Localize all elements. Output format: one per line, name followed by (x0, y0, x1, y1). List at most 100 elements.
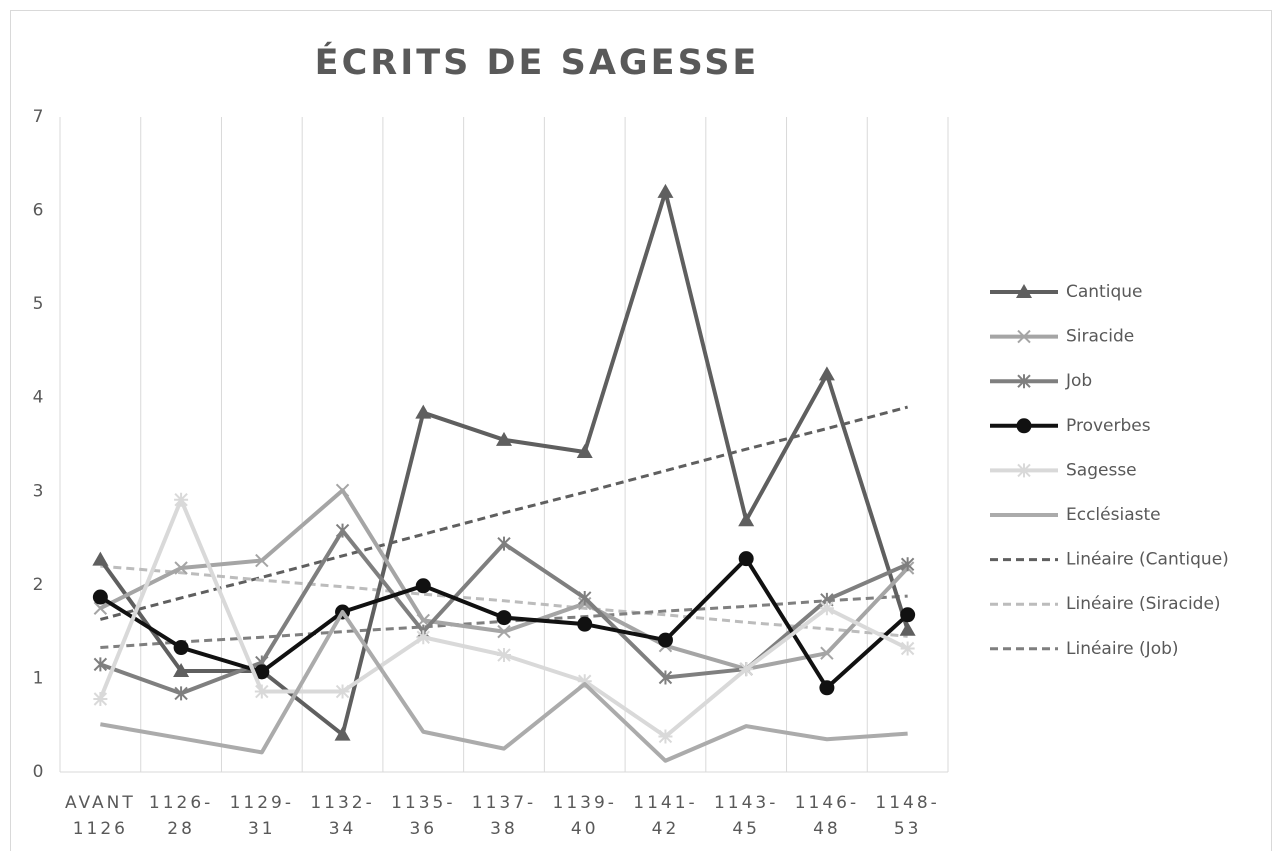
marker (174, 561, 188, 575)
x-tick-label-part: 1148- (875, 793, 939, 813)
marker (93, 601, 108, 615)
marker (93, 692, 108, 707)
marker (577, 616, 593, 632)
marker (415, 404, 432, 419)
marker (497, 536, 511, 551)
x-tick-label: 1126- 28 (149, 793, 213, 839)
marker (578, 590, 592, 605)
x-tick-label: 1137- 38 (472, 793, 536, 839)
marker (93, 657, 108, 672)
y-tick-label: 7 (33, 107, 44, 127)
legend-marker (1017, 329, 1031, 344)
marker (173, 640, 189, 656)
marker (900, 557, 915, 572)
legend-label: Siracide (1066, 327, 1134, 347)
legend-label: Linéaire (Siracide) (1066, 594, 1221, 614)
marker (254, 664, 270, 680)
x-tick-label: 1129- 31 (230, 793, 294, 839)
legend-marker (1017, 463, 1031, 478)
x-tick-label-part: 1135- (391, 793, 455, 813)
series-line (100, 564, 908, 638)
marker (819, 680, 835, 696)
marker (900, 641, 915, 656)
x-tick-label-part: 1146- (795, 793, 859, 813)
marker (335, 684, 350, 699)
x-tick-label-part: 1141- (633, 793, 697, 813)
chart-border (10, 10, 1272, 851)
legend-label: Sagesse (1066, 460, 1137, 480)
marker (254, 684, 269, 699)
x-tick-label-part: AVANT (65, 793, 136, 813)
marker (255, 553, 269, 568)
series-line (100, 609, 908, 763)
marker (577, 674, 592, 689)
marker (657, 183, 674, 198)
x-tick-label: 1141- 42 (633, 793, 697, 839)
y-tick-label: 6 (33, 201, 44, 221)
x-tick-label: 1135- 36 (391, 793, 455, 839)
chart-title: ÉCRITS DE SAGESSE (315, 41, 760, 83)
x-tick-label-part: 1139- (553, 793, 617, 813)
marker (174, 492, 189, 507)
marker (738, 551, 754, 567)
marker (739, 662, 754, 677)
legend-marker (1017, 374, 1031, 389)
x-tick-label-part: 48 (813, 819, 841, 839)
marker (496, 431, 512, 446)
marker (658, 670, 673, 685)
x-tick-label-part: 45 (732, 819, 760, 839)
legend-label: Cantique (1066, 282, 1142, 302)
y-tick-label: 3 (33, 481, 44, 501)
legend-marker (1016, 284, 1032, 298)
x-tick-label: 1148- 53 (875, 793, 939, 839)
x-tick-label-part: 1126- (149, 793, 213, 813)
x-tick-label-part: 40 (571, 819, 599, 839)
legend-label: Ecclésiaste (1066, 505, 1161, 525)
x-tick-label-part: 1126 (73, 819, 128, 839)
x-tick-label: 1132- 34 (310, 793, 374, 839)
marker (820, 646, 834, 660)
marker (335, 523, 350, 538)
x-tick-label: 1139- 40 (553, 793, 617, 839)
marker (738, 512, 755, 527)
x-tick-label-part: 31 (248, 819, 276, 839)
marker (658, 729, 673, 744)
x-tick-label-part: 34 (329, 819, 357, 839)
x-tick-label-part: 42 (652, 819, 680, 839)
x-tick-label-part: 1143- (714, 793, 778, 813)
x-tick-label-part: 28 (167, 819, 195, 839)
marker (497, 624, 511, 639)
x-tick-label-part: 36 (409, 819, 437, 839)
legend-label: Linéaire (Cantique) (1066, 550, 1229, 570)
legend-marker (1016, 418, 1032, 434)
x-tick-label-part: 38 (490, 819, 518, 839)
marker (576, 443, 593, 458)
marker (416, 630, 431, 645)
x-tick-label: 1143- 45 (714, 793, 778, 839)
marker (900, 607, 916, 623)
series-line (99, 405, 909, 621)
x-tick-label-part: 53 (894, 819, 922, 839)
legend-label: Job (1065, 371, 1092, 391)
marker (335, 483, 350, 498)
x-tick-label-part: 1137- (472, 793, 536, 813)
y-tick-label: 1 (33, 668, 44, 688)
marker (92, 551, 109, 566)
marker (334, 726, 351, 741)
marker (173, 662, 190, 677)
marker (92, 589, 108, 605)
legend-label: Linéaire (Job) (1066, 639, 1179, 659)
marker (497, 648, 511, 663)
y-tick-label: 5 (33, 294, 44, 314)
marker (415, 578, 431, 594)
marker (819, 601, 834, 616)
marker (657, 632, 673, 648)
y-tick-label: 4 (33, 388, 44, 408)
legend-label: Proverbes (1066, 416, 1151, 436)
x-tick-label: 1146- 48 (795, 793, 859, 839)
x-tick-label-part: 1129- (230, 793, 294, 813)
marker (818, 366, 835, 381)
y-tick-label: 2 (33, 575, 44, 595)
marker (174, 686, 188, 701)
